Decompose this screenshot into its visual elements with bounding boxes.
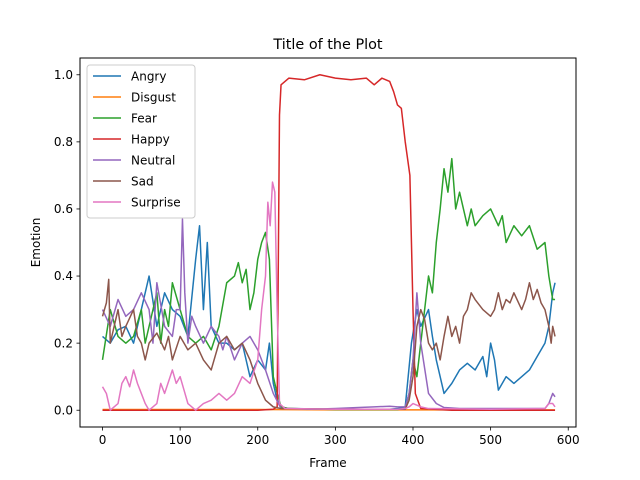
x-tick-label: 300 xyxy=(324,433,347,447)
legend-item: Angry xyxy=(93,69,166,83)
series-line-neutral xyxy=(101,218,556,410)
x-tick-label: 500 xyxy=(479,433,502,447)
chart-title: Title of the Plot xyxy=(272,37,383,53)
y-axis-label: Emotion xyxy=(29,218,43,268)
x-axis-label: Frame xyxy=(309,456,346,470)
series-line-sad xyxy=(101,278,556,410)
plot-area-frame xyxy=(79,57,577,428)
legend-label: Fear xyxy=(131,111,157,125)
legend: Angry Disgust Fear Happy Neutral Sad Surprise xyxy=(86,64,196,219)
legend-item: Happy xyxy=(93,132,170,146)
y-tick-label: 1.0 xyxy=(54,68,73,82)
x-tick-label: 0 xyxy=(99,433,107,447)
legend-item: Disgust xyxy=(93,90,176,104)
x-tick-label: 100 xyxy=(169,433,192,447)
legend-frame xyxy=(86,64,196,219)
x-axis: 0 100 200 300 400 500 600 xyxy=(99,427,580,447)
legend-label: Neutral xyxy=(131,153,175,167)
legend-label: Disgust xyxy=(131,90,176,104)
legend-item: Neutral xyxy=(93,153,175,167)
legend-label: Sad xyxy=(131,174,154,188)
legend-item: Surprise xyxy=(93,195,181,209)
legend-item: Fear xyxy=(93,111,157,125)
y-tick-label: 0.0 xyxy=(54,403,73,417)
x-tick-label: 200 xyxy=(246,433,269,447)
legend-item: Sad xyxy=(93,174,154,188)
y-tick-label: 0.8 xyxy=(54,135,73,149)
y-tick-label: 0.6 xyxy=(54,202,73,216)
legend-label: Angry xyxy=(131,69,166,83)
y-tick-label: 0.2 xyxy=(54,336,73,350)
x-tick-label: 600 xyxy=(557,433,580,447)
y-tick-label: 0.4 xyxy=(54,269,73,283)
series-line-surprise xyxy=(101,181,556,411)
legend-label: Surprise xyxy=(131,195,181,209)
y-axis: 0.0 0.2 0.4 0.6 0.8 1.0 xyxy=(54,68,80,417)
x-tick-label: 400 xyxy=(402,433,425,447)
legend-label: Happy xyxy=(131,132,170,146)
series-layer xyxy=(101,74,556,411)
